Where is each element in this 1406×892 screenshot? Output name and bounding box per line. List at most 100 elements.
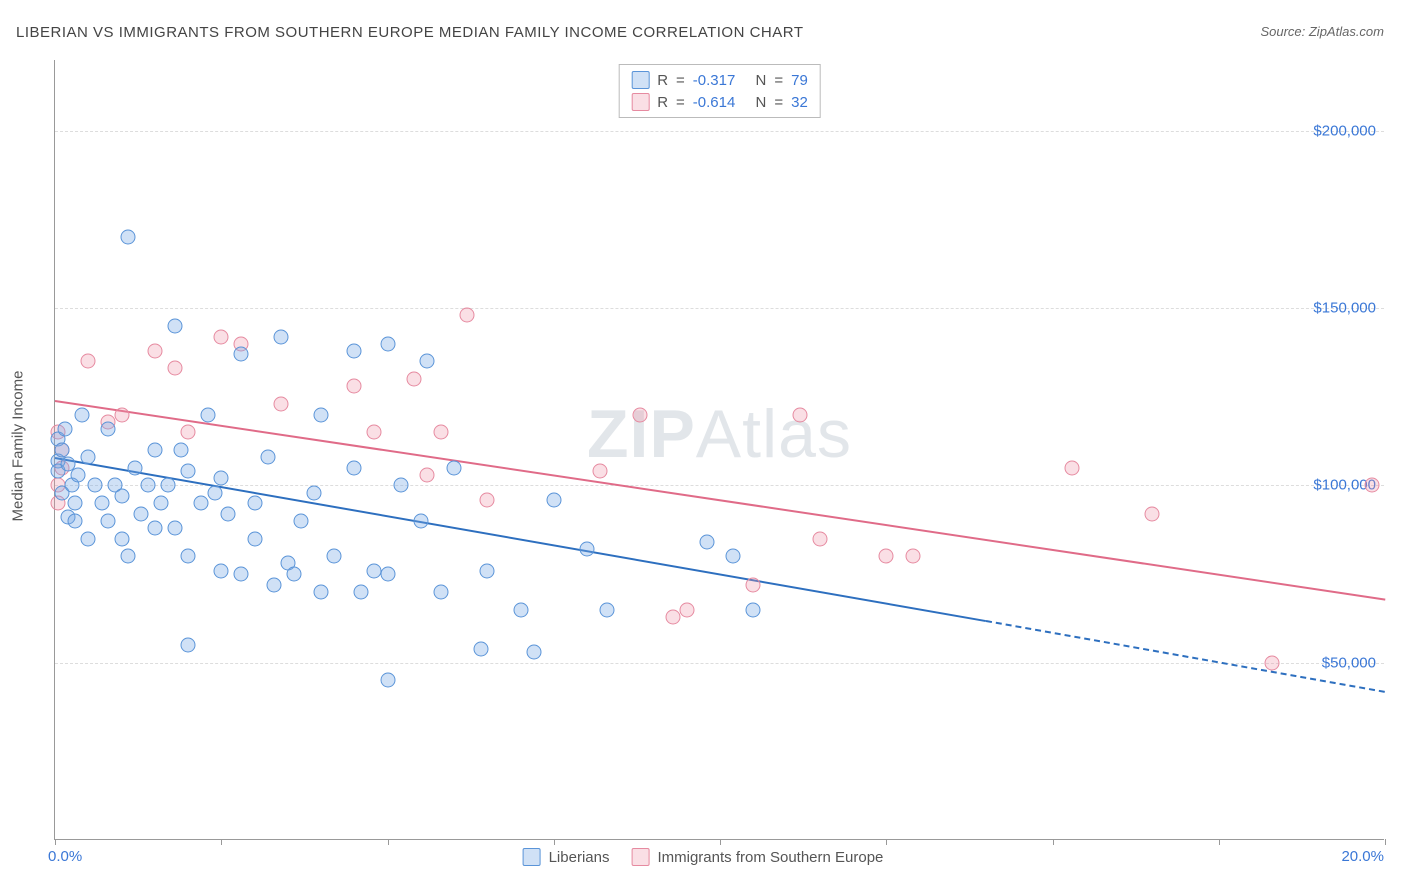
data-point-southern-europe — [593, 464, 608, 479]
data-point-liberians — [447, 460, 462, 475]
data-point-liberians — [67, 513, 82, 528]
series-legend: Liberians Immigrants from Southern Europ… — [523, 848, 884, 866]
data-point-southern-europe — [812, 531, 827, 546]
x-tick — [1053, 839, 1054, 845]
x-tick — [554, 839, 555, 845]
data-point-liberians — [194, 496, 209, 511]
data-point-liberians — [353, 584, 368, 599]
data-point-liberians — [274, 329, 289, 344]
legend-row-blue: R = -0.317 N = 79 — [631, 69, 808, 91]
data-point-southern-europe — [746, 577, 761, 592]
data-point-southern-europe — [792, 407, 807, 422]
eq-sign: = — [676, 72, 685, 89]
data-point-southern-europe — [420, 467, 435, 482]
data-point-liberians — [101, 421, 116, 436]
data-point-liberians — [127, 460, 142, 475]
n-label: N — [756, 94, 767, 111]
data-point-southern-europe — [347, 379, 362, 394]
legend-item-liberians: Liberians — [523, 848, 610, 866]
gridline — [55, 663, 1384, 664]
data-point-southern-europe — [114, 407, 129, 422]
data-point-liberians — [420, 354, 435, 369]
source-label: Source: — [1260, 24, 1308, 39]
data-point-southern-europe — [1264, 655, 1279, 670]
x-tick — [55, 839, 56, 845]
data-point-liberians — [260, 450, 275, 465]
data-point-liberians — [114, 489, 129, 504]
data-point-liberians — [314, 407, 329, 422]
data-point-southern-europe — [367, 425, 382, 440]
data-point-southern-europe — [167, 361, 182, 376]
x-tick — [1219, 839, 1220, 845]
data-point-liberians — [181, 638, 196, 653]
data-point-liberians — [81, 531, 96, 546]
gridline — [55, 308, 1384, 309]
swatch-pink-icon — [631, 93, 649, 111]
data-point-southern-europe — [679, 602, 694, 617]
data-point-liberians — [599, 602, 614, 617]
data-point-liberians — [247, 531, 262, 546]
data-point-liberians — [513, 602, 528, 617]
data-point-liberians — [214, 563, 229, 578]
x-tick — [221, 839, 222, 845]
x-min-label: 0.0% — [48, 848, 82, 865]
swatch-blue-icon — [631, 71, 649, 89]
data-point-liberians — [161, 478, 176, 493]
data-point-liberians — [380, 336, 395, 351]
swatch-blue-icon — [523, 848, 541, 866]
swatch-pink-icon — [631, 848, 649, 866]
data-point-liberians — [87, 478, 102, 493]
gridline — [55, 485, 1384, 486]
data-point-liberians — [134, 506, 149, 521]
y-tick-label: $200,000 — [1313, 122, 1376, 139]
data-point-liberians — [94, 496, 109, 511]
data-point-liberians — [307, 485, 322, 500]
legend-row-pink: R = -0.614 N = 32 — [631, 91, 808, 113]
data-point-southern-europe — [633, 407, 648, 422]
data-point-liberians — [480, 563, 495, 578]
data-point-liberians — [380, 567, 395, 582]
x-tick — [1385, 839, 1386, 845]
data-point-liberians — [141, 478, 156, 493]
data-point-liberians — [81, 450, 96, 465]
data-point-liberians — [699, 535, 714, 550]
x-tick — [720, 839, 721, 845]
source-name: ZipAtlas.com — [1309, 24, 1384, 39]
data-point-liberians — [71, 467, 86, 482]
data-point-liberians — [580, 542, 595, 557]
data-point-liberians — [347, 343, 362, 358]
x-max-label: 20.0% — [1341, 848, 1384, 865]
gridline — [55, 131, 1384, 132]
data-point-liberians — [167, 521, 182, 536]
legend-item-southern-europe: Immigrants from Southern Europe — [631, 848, 883, 866]
data-point-southern-europe — [147, 343, 162, 358]
data-point-liberians — [413, 513, 428, 528]
data-point-liberians — [234, 347, 249, 362]
data-point-liberians — [67, 496, 82, 511]
data-point-southern-europe — [81, 354, 96, 369]
data-point-southern-europe — [1145, 506, 1160, 521]
r-label: R — [657, 72, 668, 89]
data-point-liberians — [287, 567, 302, 582]
data-point-liberians — [726, 549, 741, 564]
watermark: ZIPAtlas — [587, 395, 852, 473]
data-point-liberians — [247, 496, 262, 511]
data-point-liberians — [234, 567, 249, 582]
data-point-liberians — [57, 421, 72, 436]
correlation-legend: R = -0.317 N = 79 R = -0.614 N = 32 — [618, 64, 821, 118]
data-point-liberians — [393, 478, 408, 493]
data-point-liberians — [181, 464, 196, 479]
n-value-pink: 32 — [791, 94, 808, 111]
eq-sign: = — [774, 72, 783, 89]
data-point-southern-europe — [480, 492, 495, 507]
data-point-liberians — [314, 584, 329, 599]
data-point-liberians — [214, 471, 229, 486]
data-point-liberians — [147, 521, 162, 536]
data-point-liberians — [114, 531, 129, 546]
data-point-southern-europe — [905, 549, 920, 564]
legend-label-southern-europe: Immigrants from Southern Europe — [657, 849, 883, 866]
plot-area: ZIPAtlas R = -0.317 N = 79 R = -0.614 N … — [54, 60, 1384, 840]
data-point-liberians — [380, 673, 395, 688]
data-point-liberians — [101, 513, 116, 528]
data-point-southern-europe — [214, 329, 229, 344]
